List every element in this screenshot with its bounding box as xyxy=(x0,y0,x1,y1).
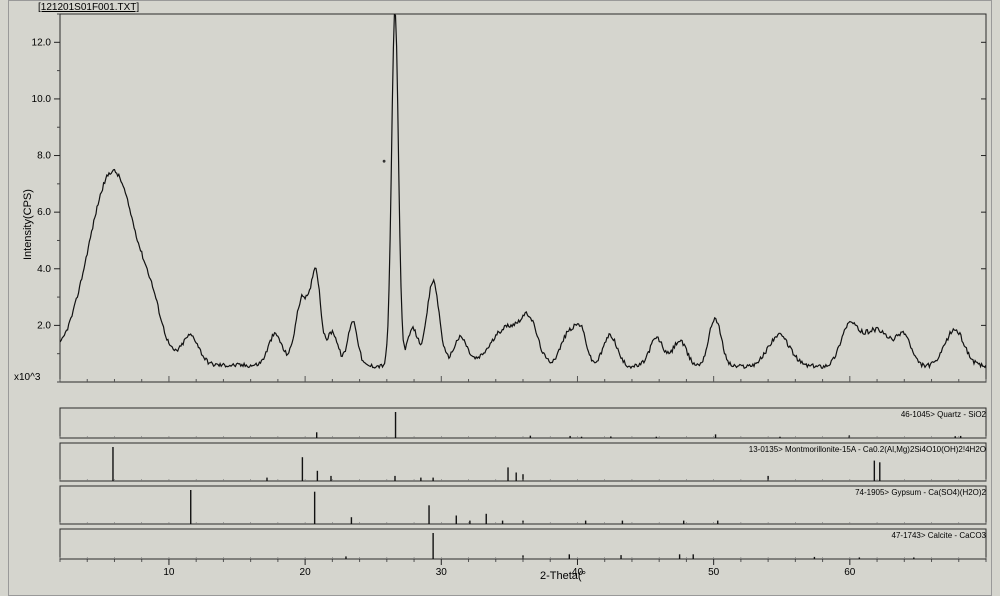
chart-svg: 2.0 4.0 6.0 8.0 10.0 12.0 10 20 30 40 50 60 xyxy=(0,0,1000,596)
svg-text:8.0: 8.0 xyxy=(37,151,51,162)
reference-label: 13-0135> Montmorillonite-15A - Ca0.2(Al,… xyxy=(749,445,986,454)
reference-label: 46-1045> Quartz - SiO2 xyxy=(901,410,986,419)
svg-text:20: 20 xyxy=(300,567,312,578)
svg-text:30: 30 xyxy=(436,567,448,578)
svg-text:12.0: 12.0 xyxy=(32,37,52,48)
reference-label: 47-1743> Calcite - CaCO3 xyxy=(892,531,987,540)
svg-text:10.0: 10.0 xyxy=(32,94,52,105)
svg-text:4.0: 4.0 xyxy=(37,264,51,275)
svg-text:6.0: 6.0 xyxy=(37,207,51,218)
svg-text:60: 60 xyxy=(844,567,856,578)
svg-text:50: 50 xyxy=(708,567,720,578)
reference-label: 74-1905> Gypsum - Ca(SO4)(H2O)2 xyxy=(855,488,986,497)
svg-text:10: 10 xyxy=(163,567,175,578)
svg-text:40: 40 xyxy=(572,567,584,578)
svg-text:2.0: 2.0 xyxy=(37,320,51,331)
